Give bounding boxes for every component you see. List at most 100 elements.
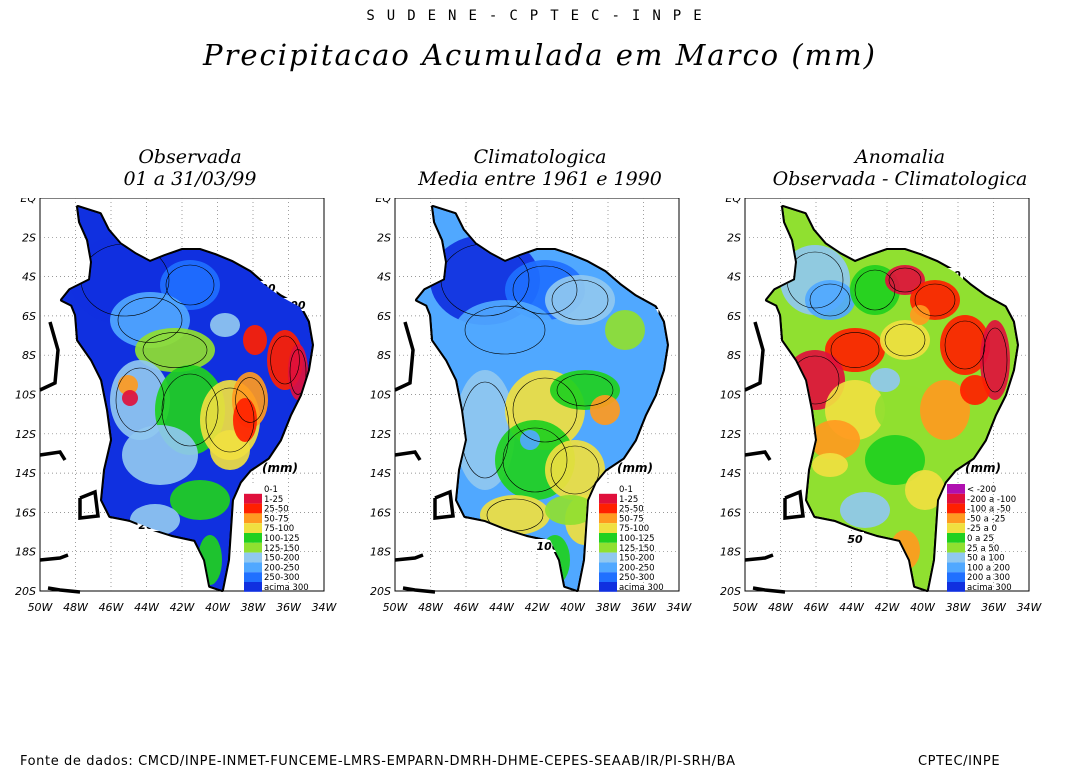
lon-tick-label: 44W <box>839 601 865 614</box>
lon-tick-label: 46W <box>99 601 125 614</box>
neighbor-border <box>394 450 422 461</box>
lon-tick-label: 34W <box>1017 601 1043 614</box>
legend-label: 150-200 <box>264 554 300 564</box>
lon-tick-label: 38W <box>946 601 972 614</box>
lon-tick-label: 46W <box>804 601 830 614</box>
lon-tick-label: 48W <box>768 601 794 614</box>
legend-swatch <box>599 562 617 573</box>
legend-swatch <box>599 523 617 533</box>
contour-fill <box>890 530 920 570</box>
legend-label: 50 a 100 <box>967 554 1005 564</box>
map-anomaly: EQ 2S 4S 6S 8S 10S 12S 14S 16S 18S 20S 50W 48W 46W 44W… <box>720 198 1043 614</box>
contour-line <box>464 305 546 355</box>
neighbor-border <box>47 586 81 594</box>
lat-tick-label: 2S <box>727 231 741 244</box>
panel-title-climatology: Climatologica Media entre 1961 e 1990 <box>390 146 690 190</box>
contour-line <box>551 279 609 321</box>
contour-fill <box>170 480 230 520</box>
lon-tick-label: 38W <box>241 601 267 614</box>
panel-title-anomaly-line1: Anomalia <box>854 146 946 168</box>
lat-tick-label: 20S <box>720 585 741 598</box>
lon-tick-label: 42W <box>875 601 901 614</box>
contour-fill <box>980 320 1010 400</box>
legend-label: 1-25 <box>264 495 283 505</box>
neighbor-border <box>394 553 424 562</box>
lon-tick-label: 40W <box>910 601 936 614</box>
contour-line <box>270 335 300 385</box>
contour-fill <box>840 492 890 528</box>
neighbor-border <box>39 450 67 461</box>
lat-tick-label: 6S <box>377 310 391 323</box>
contour-fill <box>118 375 138 395</box>
contour-fill <box>812 453 848 477</box>
contour-fill <box>880 320 930 360</box>
legend-swatch <box>244 582 262 592</box>
legend-swatch <box>947 533 965 543</box>
lon-tick-label: 36W <box>631 601 657 614</box>
legend-swatch <box>599 582 617 592</box>
legend-unit: (mm) <box>965 461 1001 475</box>
legend-swatch <box>244 503 262 514</box>
legend-label: 200-250 <box>619 563 655 573</box>
legend-swatch <box>947 493 965 504</box>
contour-line <box>830 332 880 368</box>
contour-fill <box>233 398 257 442</box>
neighbor-border <box>744 321 765 392</box>
contour-line <box>944 320 986 370</box>
legend-swatch <box>599 552 617 563</box>
legend-unit: (mm) <box>617 461 653 475</box>
legend-swatch <box>599 513 617 524</box>
lat-tick-label: 2S <box>22 231 36 244</box>
contour-fill <box>135 328 215 372</box>
contour-fill <box>870 368 900 392</box>
contour-line <box>888 267 922 293</box>
contour-line <box>556 373 614 407</box>
contour-line <box>205 387 255 453</box>
legend-label: 25-50 <box>264 505 289 515</box>
neighbor-border <box>433 489 455 520</box>
legend-label: 100-125 <box>619 534 655 544</box>
lat-tick-label: EQ <box>725 198 741 205</box>
contour-line <box>235 377 265 423</box>
contour-fill <box>122 425 198 485</box>
lat-tick-label: 16S <box>720 506 741 519</box>
legend-swatch <box>947 523 965 533</box>
contour-fill <box>960 375 990 405</box>
legend-swatch <box>599 493 617 504</box>
lat-tick-label: 14S <box>370 467 391 480</box>
contour-fill <box>905 470 945 510</box>
lon-tick-label: 48W <box>63 601 89 614</box>
lon-tick-label: 40W <box>205 601 231 614</box>
legend-swatch <box>599 572 617 582</box>
contour-line <box>502 427 568 493</box>
legend-label: acima 300 <box>967 583 1012 593</box>
legend-label: acima 300 <box>264 583 309 593</box>
contour-fill <box>825 328 885 372</box>
contour-fill <box>605 310 645 350</box>
legend-label: 0-1 <box>619 485 633 495</box>
lat-tick-label: 18S <box>720 546 741 559</box>
lat-tick-label: 16S <box>370 506 391 519</box>
lat-tick-label: 10S <box>720 389 741 402</box>
legend-label: -100 a -50 <box>967 505 1011 515</box>
contour-line <box>854 269 896 311</box>
lat-tick-label: 20S <box>15 585 36 598</box>
lat-tick-label: 8S <box>377 349 391 362</box>
organization-header: SUDENE-CPTEC-INPE <box>366 8 714 24</box>
contour-line <box>142 332 208 368</box>
neighbor-border <box>78 489 100 520</box>
contour-label-box <box>846 532 864 545</box>
legend-swatch <box>599 542 617 553</box>
lon-tick-label: 34W <box>667 601 693 614</box>
legend-label: 25-50 <box>619 505 644 515</box>
map-observed: EQ 2S 4S 6S 8S 10S 12S 14S 16S 18S 20S 50W 48W 46W 44W… <box>15 198 338 614</box>
data-source-footer: Fonte de dados: CMCD/INPE-INMET-FUNCEME-… <box>20 754 736 769</box>
contour-fill <box>920 380 970 440</box>
contour-fill <box>122 390 138 406</box>
legend-label: 200 a 300 <box>967 573 1010 583</box>
legend-swatch <box>244 572 262 582</box>
lon-tick-label: 50W <box>28 601 54 614</box>
footer-organization: CPTEC/INPE <box>918 754 1001 769</box>
neighbor-border <box>394 321 415 392</box>
lat-tick-label: 10S <box>15 389 36 402</box>
